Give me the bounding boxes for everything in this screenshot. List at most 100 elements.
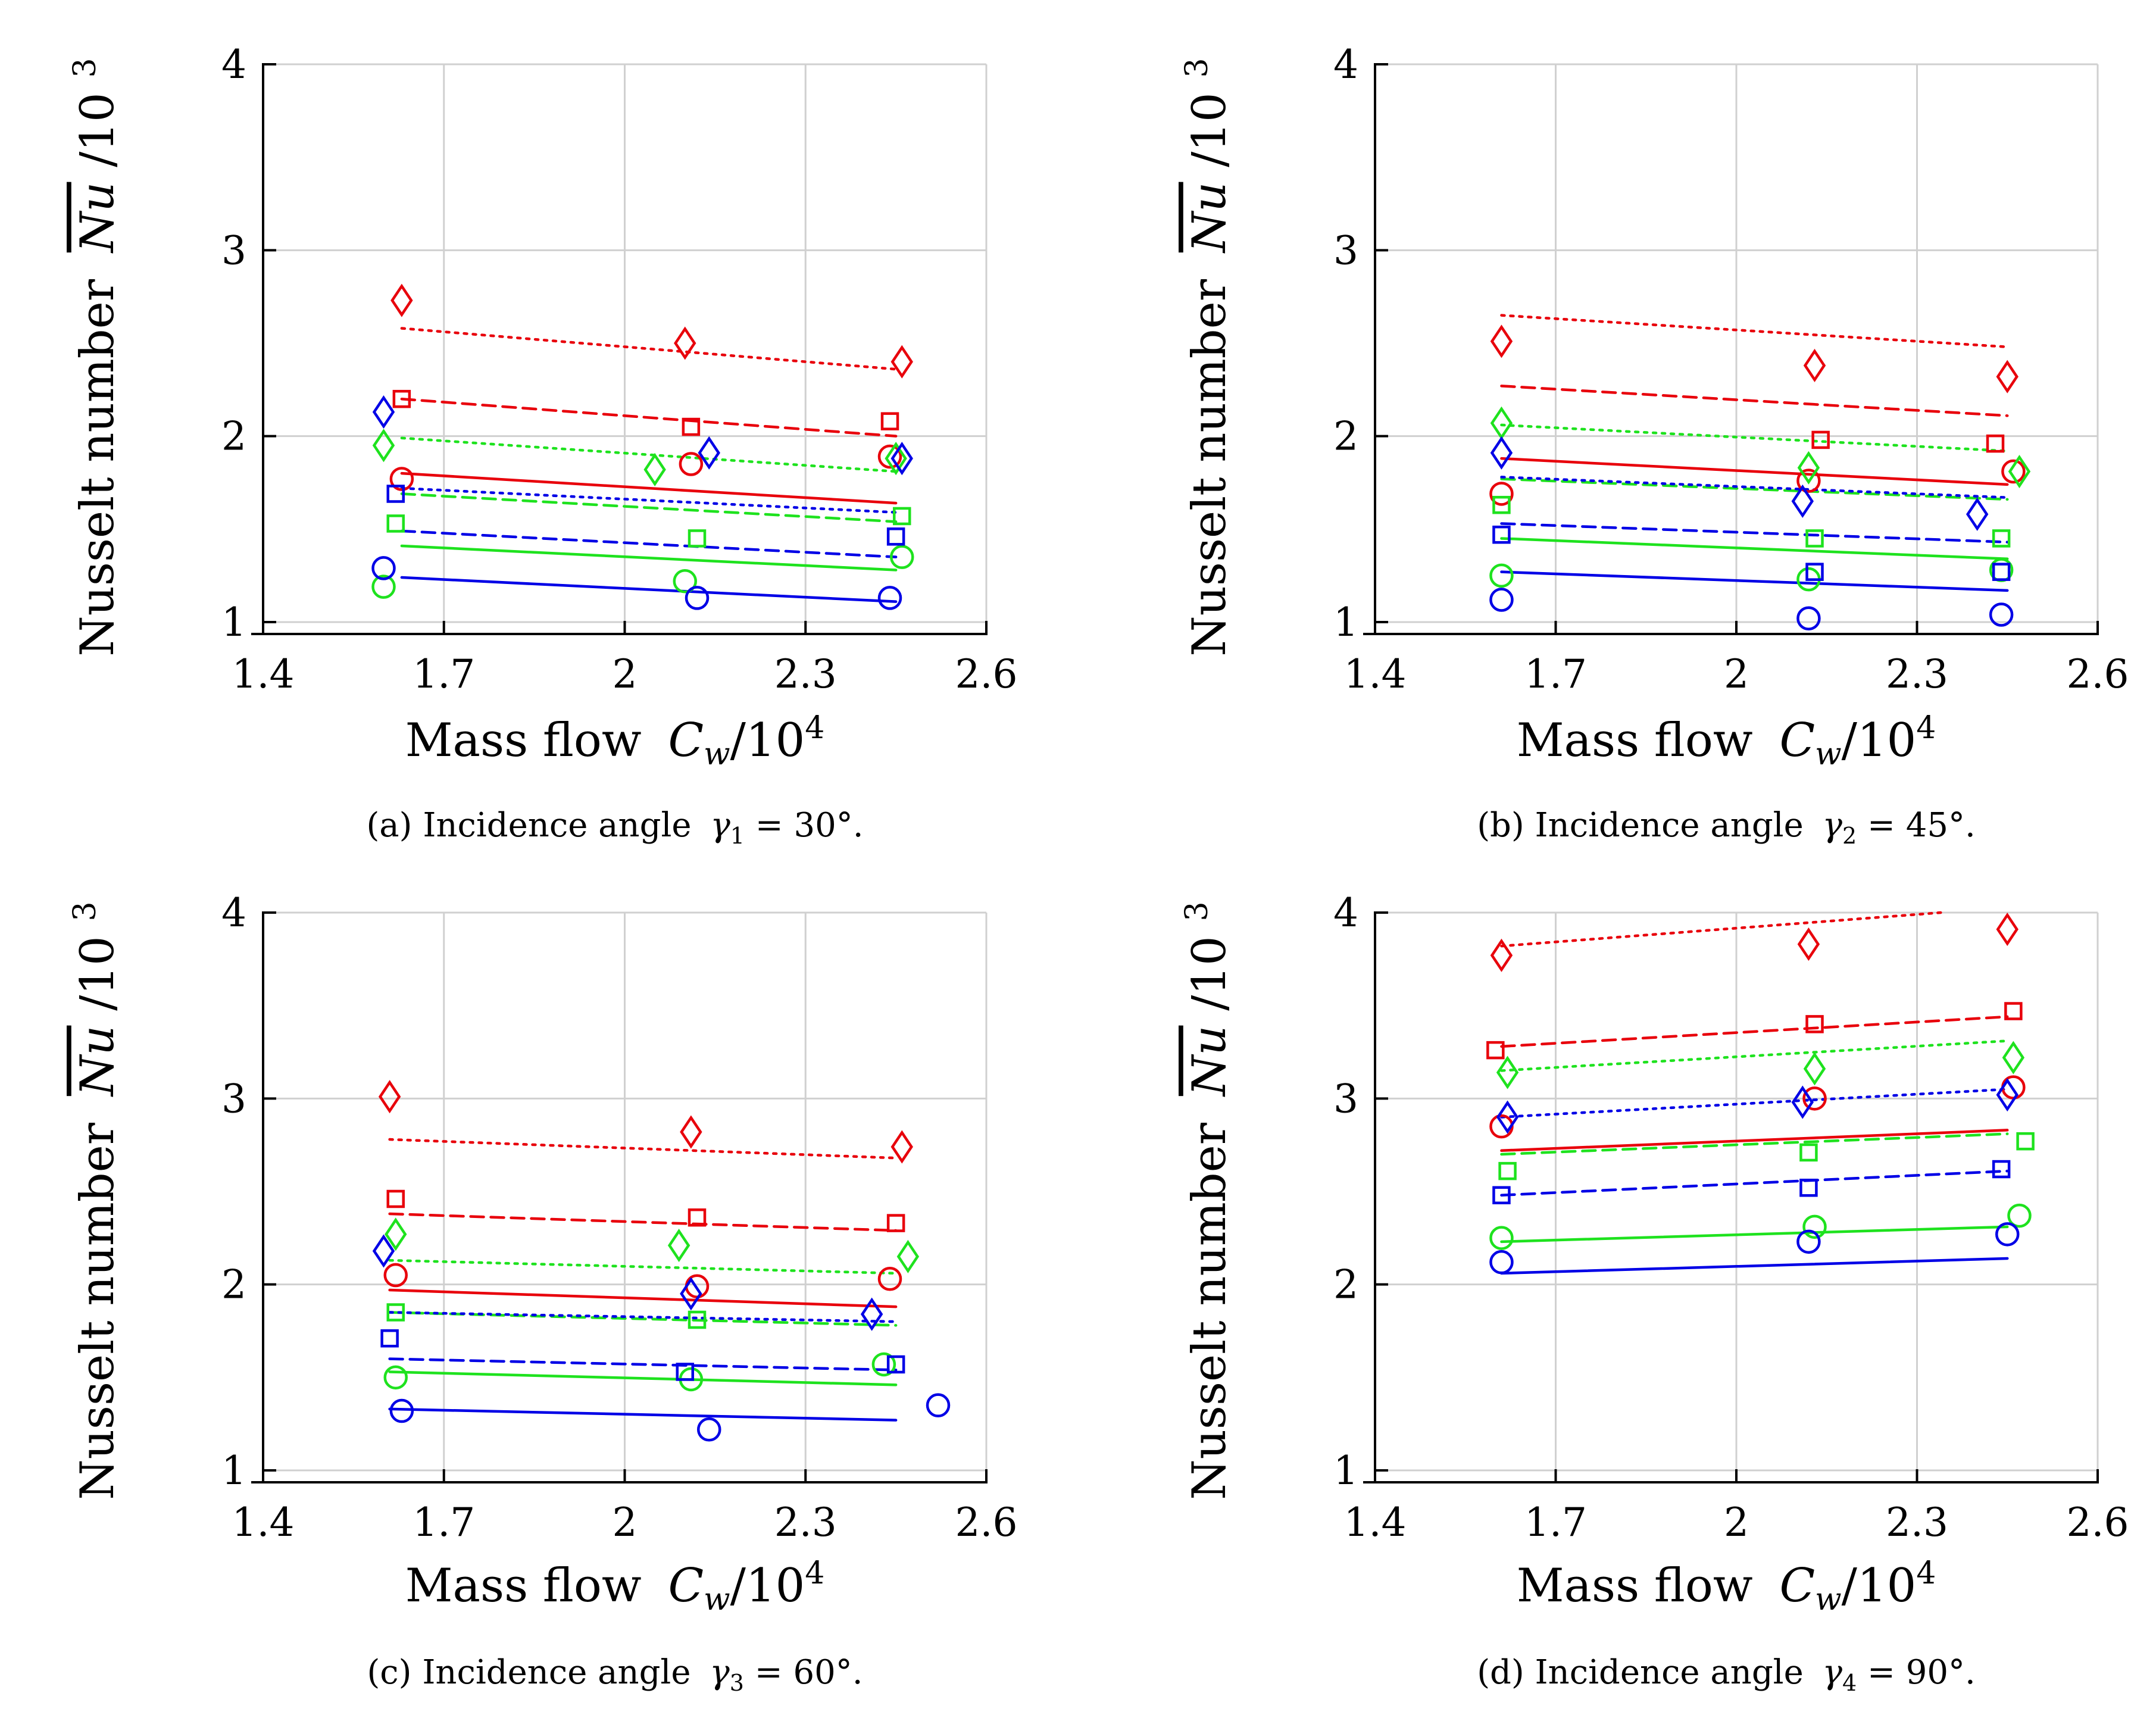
panel-c-caption-sub: 3 [730,1670,744,1696]
panel-a-xlabel-main: Mass flow [405,714,642,767]
panel-a-ylabel-exp: 3 [67,58,103,77]
panel-c-point-blue-circle-1 [697,1417,721,1442]
panel-d-point-red-diamond-0 [1490,938,1513,972]
panel-d-point-red-square-0 [1486,1041,1505,1060]
panel-d-point-green-square-0 [1498,1161,1517,1180]
panel-c-point-green-square-0 [386,1303,405,1322]
panel-d-point-blue-circle-2 [1995,1222,2020,1247]
panel-b-point-red-circle-0 [1489,482,1514,506]
panel-b-point-blue-diamond-2 [1966,497,1989,531]
panel-b-point-blue-square-0 [1492,525,1511,544]
panel-d: 1 2 3 4 1.4 1.7 2 2.3 2.6 Nusselt number Nu /10 … [1179,890,2129,1696]
panel-b-xtick-label-2: 2 [1724,651,1749,697]
panel-a-point-green-diamond-2 [885,442,907,476]
panel-a-point-green-square-2 [893,507,911,526]
panel-c-point-red-circle-0 [383,1263,408,1288]
panel-d-fit-line-red-square [1500,1015,2009,1048]
panel-d-fit-line-green-circle [1500,1225,2009,1244]
panel-c-xtick-label-2: 2 [613,1500,638,1545]
panel-d-point-red-diamond-2 [1996,913,2018,947]
panel-d-ylabel-sym: Nu [1183,1026,1236,1098]
panel-c-xtick-label-1: 1.7 [413,1500,475,1545]
svg-text:Nusselt number Nu: Nusselt number Nu /10 3 [1179,901,1236,1500]
panel-d-ylabel-div: /10 [1183,936,1236,1011]
panel-a-point-green-circle-1 [673,569,697,594]
panel-d-x-axis-title: Mass flow Cw/104 [1517,1556,1936,1617]
panel-d-point-red-square-2 [2004,1002,2023,1020]
svg-text:Nusselt number Nu: Nusselt number Nu /10 3 [67,58,124,656]
panel-a-point-red-square-2 [880,412,899,430]
panel-d-point-green-diamond-1 [1803,1052,1826,1086]
panel-a-point-blue-diamond-1 [698,436,720,470]
panel-a-point-green-diamond-1 [643,452,666,486]
panel-b-ytick-label-0: 1 [1333,599,1358,645]
panel-a-xlabel-exp: 4 [805,710,824,746]
panel-c-fit-line-blue-square [388,1357,898,1372]
panel-a-ytick-label-1: 2 [221,414,246,460]
panel-a-point-blue-circle-0 [371,556,396,580]
panel-b-caption-sym: γ [1823,806,1843,845]
panel-c-xlabel-exp: 4 [805,1556,824,1591]
panel-a-point-blue-square-0 [386,485,405,503]
panel-d-xlabel-div: /10 [1842,1559,1917,1613]
panel-c-fit-line-blue-diamond [388,1311,898,1323]
panel-c-point-green-diamond-1 [667,1229,690,1263]
panel-b-ytick-label-3: 4 [1333,42,1358,88]
panel-a-point-green-circle-0 [371,574,396,599]
panel-d-point-green-diamond-0 [1496,1055,1519,1089]
panel-a-plot: 1 2 3 4 1.4 1.7 2 2.3 2.6 [221,42,1017,697]
panel-b-point-red-diamond-2 [1996,360,2018,393]
panel-a-point-green-diamond-0 [372,429,395,463]
panel-c-caption-prefix: (c) Incidence angle [367,1653,690,1692]
panel-c-point-blue-diamond-0 [372,1234,395,1268]
panel-b-point-green-diamond-0 [1490,406,1513,440]
panel-a-point-blue-diamond-2 [890,442,913,476]
panel-a-xtick-label-0: 1.4 [232,651,295,697]
panel-c-ylabel-main: Nusselt number [71,1122,124,1500]
panel-c-ytick-label-2: 3 [221,1076,246,1122]
panel-b-caption-prefix: (b) Incidence angle [1477,806,1804,845]
panel-a-fit-line-green-diamond [400,436,898,473]
panel-c-xtick-label-3: 2.3 [774,1500,837,1545]
panel-b-point-green-square-0 [1492,495,1511,514]
panel-a-ytick-label-3: 4 [221,42,246,88]
panel-a-fit-line-red-diamond [400,327,898,371]
panel-a-fit-line-blue-circle [400,576,898,603]
panel-d-point-blue-circle-1 [1796,1229,1821,1254]
panel-b-plot: 1 2 3 4 1.4 1.7 2 2.3 2.6 [1333,42,2129,697]
panel-b-point-red-square-1 [1986,434,2005,453]
panel-d-point-blue-circle-0 [1489,1250,1514,1275]
panel-c-xlabel-main: Mass flow [405,1559,642,1613]
panel-d-point-blue-diamond-1 [1791,1085,1814,1119]
panel-c-point-red-circle-2 [877,1267,902,1291]
panel-c-xlabel-div: /10 [730,1559,805,1613]
panel-a-point-red-diamond-2 [890,345,913,379]
panel-b-fit-line-red-square [1500,385,2009,417]
panel-b-fit-line-green-square [1500,477,2009,501]
panel-c-ylabel-exp: 3 [67,901,103,921]
panel-c-ytick-label-1: 2 [221,1262,246,1308]
panel-b-point-blue-square-1 [1805,563,1824,581]
panel-a-xlabel-sub: w [704,736,730,772]
panel-a-ylabel-sym: Nu [71,182,124,254]
panel-b-ylabel-sym: Nu [1183,182,1236,254]
panel-d-point-blue-diamond-2 [1996,1078,2018,1112]
panel-d-y-axis-title: Nusselt number Nu /10 3 [1179,901,1236,1500]
panel-c-plot: 1 2 3 4 1.4 1.7 2 2.3 2.6 [221,890,1017,1545]
panel-d-fit-line-blue-diamond [1500,1088,2009,1119]
panel-a-xtick-label-3: 2.3 [774,651,837,697]
panel-a: 1 2 3 4 1.4 1.7 2 2.3 2.6 Nusselt number Nu /10 … [67,42,1017,849]
panel-a-fit-line-blue-diamond [400,486,898,514]
panel-d-xlabel-sub: w [1815,1582,1842,1617]
panel-b-point-blue-diamond-1 [1791,484,1814,519]
panel-a-xlabel-sym: C [668,714,704,767]
panel-c: 1 2 3 4 1.4 1.7 2 2.3 2.6 Nusselt number Nu /10 … [67,890,1017,1696]
svg-text:Nusselt number Nu: Nusselt number Nu /10 3 [1179,58,1236,656]
panel-d-xlabel-exp: 4 [1916,1556,1936,1591]
panel-a-xtick-label-2: 2 [613,651,638,697]
panel-b-fit-line-green-diamond [1500,423,2009,452]
panel-a-xtick-label-1: 1.7 [413,651,475,697]
panel-c-ytick-label-3: 4 [221,890,246,936]
panel-c-fit-line-green-diamond [388,1258,898,1275]
panel-c-fit-line-red-circle [388,1288,898,1308]
